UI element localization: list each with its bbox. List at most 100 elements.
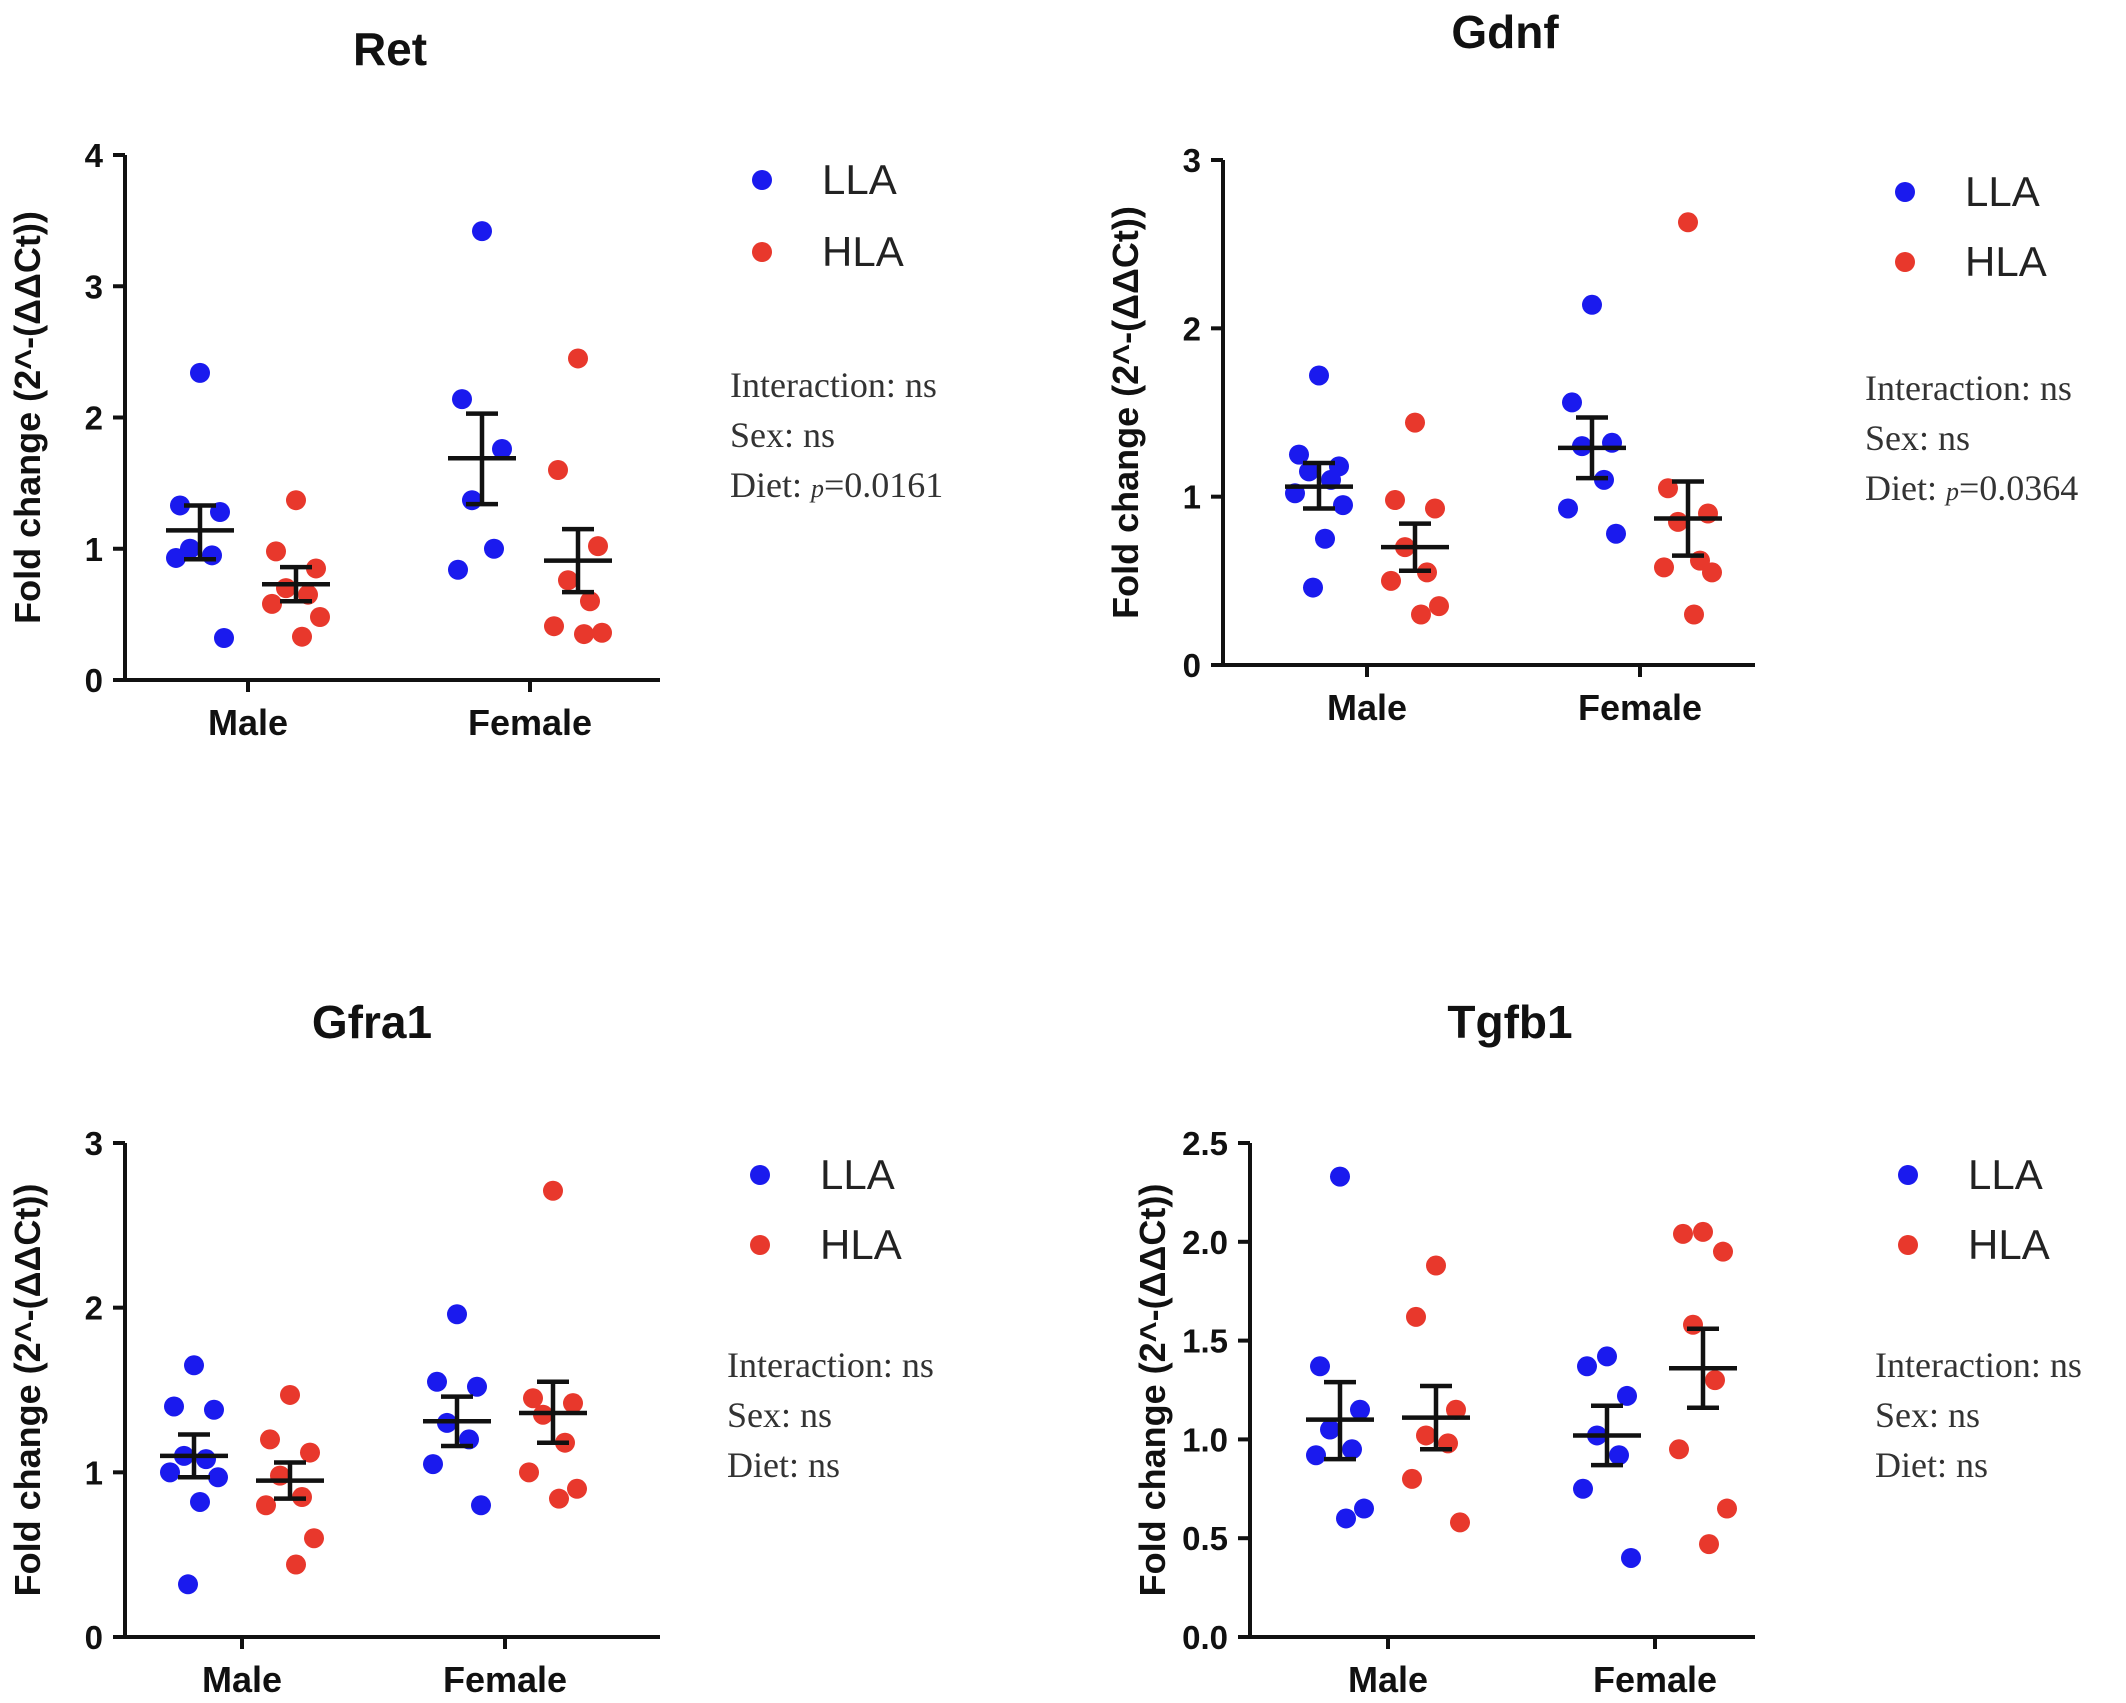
- data-point-lla-male: [170, 495, 190, 516]
- legend-label-hla: HLA: [1965, 238, 2047, 285]
- y-tick-label: 0: [85, 1619, 103, 1656]
- data-point-lla-male: [1342, 1439, 1362, 1460]
- data-point-hla-female: [1705, 1370, 1725, 1391]
- data-point-lla-female: [1582, 294, 1602, 315]
- data-point-lla-female: [484, 538, 504, 559]
- data-point-lla-male: [1299, 461, 1319, 482]
- stat-diet-p: p: [1944, 477, 1959, 506]
- y-tick-label: 2: [85, 1290, 103, 1327]
- data-point-lla-female: [1621, 1547, 1641, 1568]
- data-point-hla-male: [286, 1554, 306, 1575]
- data-point-hla-female: [558, 570, 578, 591]
- data-point-lla-female: [1573, 1478, 1593, 1499]
- y-tick-label: 2.5: [1182, 1125, 1228, 1162]
- data-point-lla-male: [196, 1449, 216, 1470]
- data-point-hla-female: [1684, 604, 1704, 625]
- stat-diet-value: =0.0364: [1959, 468, 2078, 508]
- data-point-hla-male: [286, 490, 306, 511]
- data-point-hla-female: [544, 616, 564, 637]
- data-point-hla-male: [1425, 498, 1445, 519]
- data-point-lla-male: [1306, 1445, 1326, 1466]
- data-point-hla-male: [1385, 490, 1405, 511]
- data-point-lla-male: [190, 362, 210, 383]
- data-point-hla-female: [1673, 1223, 1693, 1244]
- data-point-hla-male: [276, 578, 296, 599]
- data-point-hla-male: [1429, 596, 1449, 617]
- data-point-lla-female: [447, 1304, 467, 1325]
- data-point-lla-female: [1617, 1385, 1637, 1406]
- data-point-hla-female: [549, 1488, 569, 1509]
- data-point-lla-male: [166, 547, 186, 568]
- data-point-hla-female: [1669, 1439, 1689, 1460]
- y-tick-label: 2.0: [1182, 1224, 1228, 1261]
- data-point-hla-female: [588, 536, 608, 557]
- y-tick-label: 1.0: [1182, 1421, 1228, 1458]
- data-point-lla-male: [184, 1355, 204, 1376]
- y-tick-label: 4: [85, 137, 104, 174]
- data-point-hla-female: [523, 1388, 543, 1409]
- data-point-hla-female: [568, 348, 588, 369]
- legend-marker-lla: [1898, 1165, 1918, 1185]
- y-tick-label: 2: [85, 400, 103, 437]
- data-point-hla-male: [266, 541, 286, 562]
- y-axis-label: Fold change (2^-(ΔΔCt)): [1105, 206, 1146, 619]
- legend-marker-hla: [1895, 252, 1915, 272]
- stat-diet: Diet: p=0.0364: [1865, 468, 2078, 508]
- chart-panel-gdnf: Gdnf 0 1 2 3 Male Female Fold change (2^-(ΔΔCt)…: [1105, 6, 2078, 728]
- legend-marker-hla: [752, 242, 772, 262]
- data-point-lla-male: [214, 628, 234, 648]
- chart-title: Ret: [353, 23, 427, 75]
- y-axis-label: Fold change (2^-(ΔΔCt)): [7, 1184, 48, 1597]
- stat-diet-prefix: Diet:: [730, 465, 811, 505]
- stat-diet: Diet: ns: [1875, 1445, 1988, 1485]
- legend-marker-hla: [1898, 1235, 1918, 1255]
- legend-marker-lla: [750, 1165, 770, 1185]
- data-point-hla-female: [1699, 1534, 1719, 1555]
- data-point-hla-male: [262, 593, 282, 614]
- x-tick-label: Female: [468, 702, 592, 743]
- data-point-lla-male: [208, 1467, 228, 1488]
- y-tick-label: 1.5: [1182, 1323, 1228, 1360]
- data-point-lla-female: [1558, 498, 1578, 519]
- data-point-lla-male: [190, 1491, 210, 1512]
- stat-sex: Sex: ns: [1865, 418, 1970, 458]
- data-point-lla-male: [1336, 1508, 1356, 1529]
- data-point-hla-female: [580, 591, 600, 612]
- legend-label-lla: LLA: [820, 1151, 895, 1198]
- data-point-lla-male: [1333, 495, 1353, 516]
- chart-title: Tgfb1: [1447, 996, 1572, 1048]
- data-point-lla-male: [178, 1574, 198, 1595]
- data-point-lla-female: [448, 559, 468, 580]
- stat-diet: Diet: ns: [727, 1445, 840, 1485]
- data-point-hla-female: [1683, 1314, 1703, 1335]
- data-point-hla-male: [300, 1442, 320, 1463]
- data-point-hla-male: [260, 1429, 280, 1450]
- stat-sex: Sex: ns: [1875, 1395, 1980, 1435]
- data-point-lla-female: [492, 439, 512, 459]
- data-point-hla-female: [1702, 562, 1722, 583]
- stat-diet-prefix: Diet: ns: [727, 1445, 840, 1485]
- data-point-lla-female: [423, 1454, 443, 1475]
- data-point-lla-female: [1597, 1346, 1617, 1367]
- data-point-lla-male: [1315, 528, 1335, 549]
- legend-label-hla: HLA: [822, 228, 904, 275]
- data-point-lla-female: [462, 490, 482, 511]
- data-point-lla-male: [1289, 444, 1309, 465]
- y-tick-label: 3: [85, 268, 103, 305]
- data-point-lla-male: [1354, 1498, 1374, 1519]
- chart-panel-gfra1: Gfra1 0 1 2 3 Male Female Fold change (2^-(ΔΔCt…: [7, 996, 934, 1700]
- data-point-hla-female: [563, 1393, 583, 1414]
- data-point-hla-male: [306, 558, 326, 579]
- y-tick-label: 1: [1183, 479, 1201, 516]
- data-point-hla-female: [519, 1462, 539, 1483]
- data-point-lla-female: [471, 1495, 491, 1516]
- data-point-hla-female: [567, 1478, 587, 1499]
- stat-interaction: Interaction: ns: [727, 1345, 934, 1385]
- data-point-lla-female: [452, 389, 472, 410]
- y-tick-label: 0: [85, 662, 103, 699]
- y-tick-label: 0.0: [1182, 1619, 1228, 1656]
- data-point-lla-female: [1609, 1445, 1629, 1466]
- data-point-lla-male: [160, 1462, 180, 1483]
- stat-diet-prefix: Diet: ns: [1875, 1445, 1988, 1485]
- data-point-lla-male: [202, 545, 222, 566]
